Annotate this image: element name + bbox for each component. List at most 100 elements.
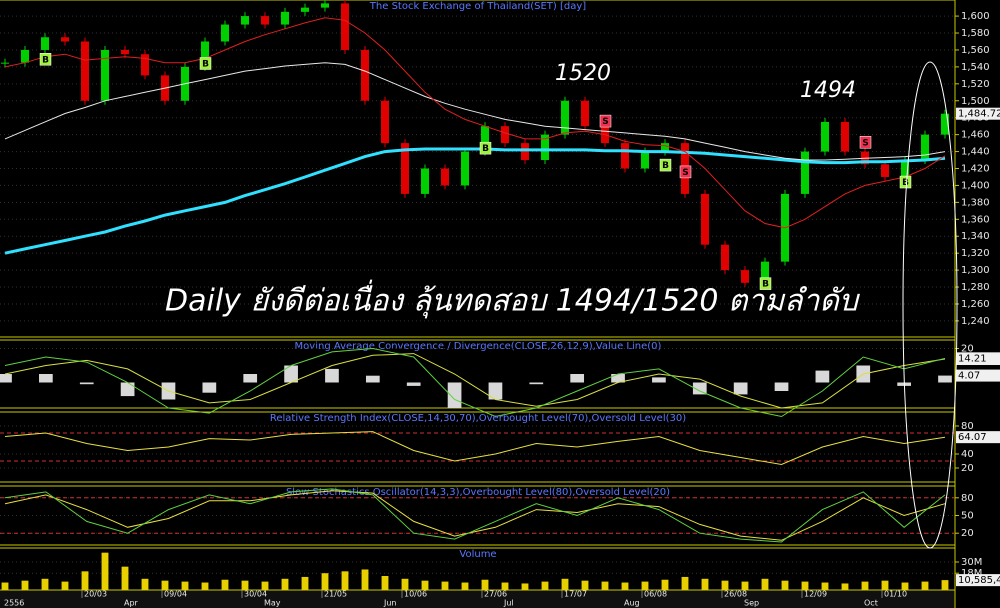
- x-tick-label: 17/07: [564, 590, 587, 599]
- panel-title: The Stock Exchange of Thailand(SET) [day…: [369, 1, 586, 12]
- series-line: [4, 17, 946, 229]
- panel-title: Slow Stochastics Oscillator(14,3,3),Over…: [286, 487, 670, 498]
- bar: [121, 566, 129, 590]
- candle: [241, 16, 249, 25]
- y-tick-label: 1,380: [961, 197, 990, 208]
- x-tick-label: 09/04: [164, 590, 187, 599]
- month-label: 2556: [4, 599, 24, 608]
- last-value-box: [956, 574, 1000, 587]
- last-value-label: 10,585,41: [958, 575, 1000, 586]
- candle: [581, 100, 589, 127]
- bar: [621, 582, 629, 590]
- bar: [0, 374, 12, 383]
- bar: [601, 581, 609, 590]
- bar: [201, 582, 209, 590]
- candle: [201, 41, 209, 67]
- bar: [611, 374, 625, 383]
- bar: [488, 382, 503, 400]
- bar: [241, 580, 249, 590]
- bar: [461, 582, 469, 590]
- y-tick-label: 50: [961, 511, 974, 522]
- bar: [529, 382, 544, 385]
- y-tick-label: 1,300: [961, 265, 990, 276]
- month-label: Jun: [383, 599, 397, 608]
- bar: [401, 578, 409, 590]
- bar: [181, 581, 189, 590]
- y-tick-label: 1,400: [961, 180, 990, 191]
- signal-label: B: [202, 59, 209, 69]
- candle: [341, 3, 349, 50]
- y-tick-label: 80: [961, 421, 974, 432]
- bar: [641, 581, 649, 590]
- last-value-box: [956, 369, 1000, 382]
- y-tick-label: 1,560: [961, 45, 990, 56]
- panel-title: Volume: [459, 549, 496, 560]
- y-tick-label: 1,580: [961, 28, 990, 39]
- candle: [21, 49, 29, 63]
- x-tick-label: 27/06: [484, 590, 507, 599]
- last-value-label: 1,484.72: [958, 109, 1000, 120]
- x-tick-label: 30/04: [244, 590, 267, 599]
- candle: [541, 134, 549, 161]
- bar: [821, 582, 829, 590]
- bar: [21, 580, 29, 590]
- candle: [801, 151, 809, 194]
- candle: [421, 168, 429, 194]
- candle: [41, 37, 49, 50]
- bar: [921, 581, 929, 590]
- bar: [521, 583, 529, 590]
- bar: [481, 579, 489, 590]
- bar: [39, 374, 53, 383]
- bar: [815, 370, 830, 383]
- candle: [141, 54, 149, 76]
- month-label: Aug: [624, 599, 640, 608]
- bar: [421, 580, 429, 590]
- signal-badge: [199, 57, 212, 70]
- y-tick-label: 20: [961, 463, 974, 474]
- candle: [61, 37, 69, 42]
- candle: [621, 143, 629, 169]
- signal-label: S: [602, 117, 608, 127]
- signal-badge: [599, 114, 612, 128]
- bar: [321, 573, 329, 590]
- bar: [447, 382, 462, 408]
- bar: [301, 576, 309, 590]
- y-tick-label: 20: [961, 528, 974, 539]
- bar: [881, 580, 889, 590]
- series-line: [4, 488, 946, 543]
- bar: [501, 582, 509, 590]
- last-value-box: [956, 431, 1000, 444]
- bar: [120, 382, 135, 397]
- bar: [281, 578, 289, 590]
- signal-badge: [659, 158, 672, 172]
- panel-title: Relative Strength Index(CLOSE,14,30,70),…: [270, 413, 686, 424]
- y-tick-label: 80: [961, 493, 974, 504]
- bar: [570, 374, 585, 383]
- last-value-box: [956, 107, 1000, 120]
- signal-label: B: [902, 178, 909, 188]
- bar: [141, 578, 149, 590]
- bar: [61, 581, 69, 590]
- candle: [921, 134, 929, 161]
- candle: [561, 100, 569, 135]
- bar: [81, 571, 89, 590]
- last-value-box: [956, 352, 1000, 365]
- last-value-label: 64.07: [958, 432, 987, 443]
- bar: [761, 578, 769, 590]
- signal-badge: [759, 277, 772, 290]
- signal-label: B: [662, 161, 669, 171]
- candle: [841, 121, 849, 152]
- candle: [641, 151, 649, 169]
- bar: [652, 377, 666, 383]
- bar: [741, 581, 749, 590]
- bar: [261, 581, 269, 590]
- candle: [321, 3, 329, 8]
- candle: [881, 164, 889, 177]
- y-tick-label: 1,320: [961, 248, 990, 259]
- candle: [721, 244, 729, 271]
- bar: [541, 581, 549, 590]
- x-tick-label: 10/06: [404, 590, 427, 599]
- y-tick-label: 1,520: [961, 79, 990, 90]
- bar: [781, 580, 789, 590]
